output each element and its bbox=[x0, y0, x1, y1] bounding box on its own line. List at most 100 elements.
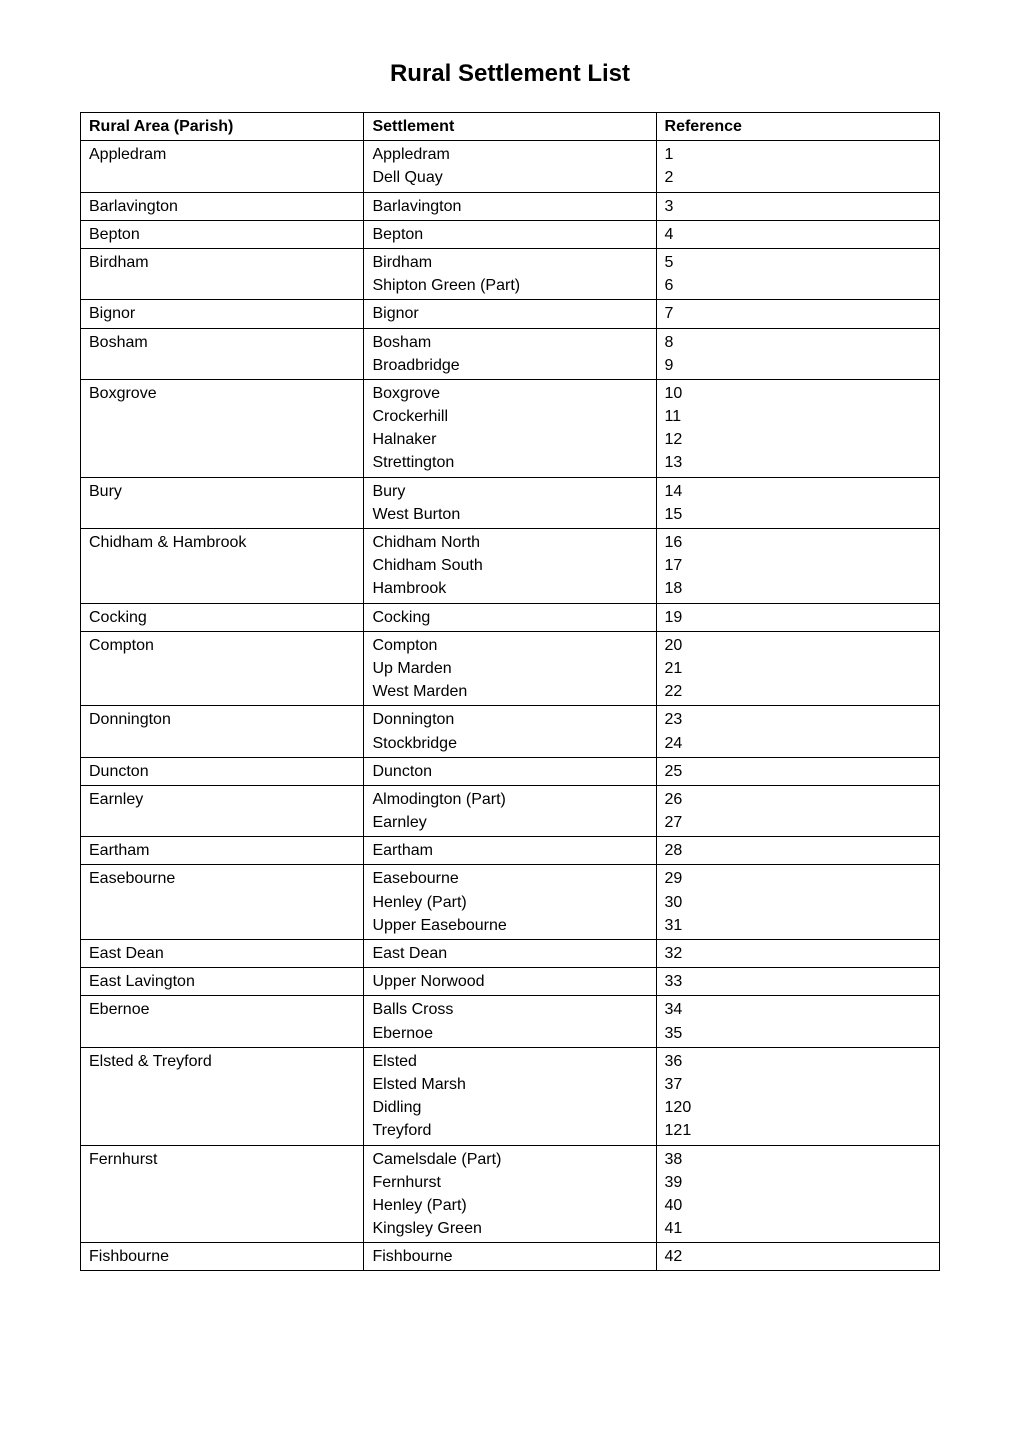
cell-settlement: Fishbourne bbox=[364, 1243, 656, 1271]
cell-settlement: ElstedElsted MarshDidlingTreyford bbox=[364, 1047, 656, 1145]
settlement-name: Fernhurst bbox=[372, 1171, 647, 1194]
cell-reference: 28 bbox=[656, 837, 939, 865]
cell-settlement: DonningtonStockbridge bbox=[364, 706, 656, 757]
cell-settlement: BuryWest Burton bbox=[364, 477, 656, 528]
settlement-ref: 17 bbox=[665, 554, 931, 577]
settlement-name: Didling bbox=[372, 1096, 647, 1119]
cell-parish: Birdham bbox=[81, 248, 364, 299]
cell-parish: Barlavington bbox=[81, 192, 364, 220]
table-row: ComptonComptonUp MardenWest Marden 202122 bbox=[81, 631, 940, 706]
settlement-name: Almodington (Part) bbox=[372, 788, 647, 811]
settlement-name: Chidham North bbox=[372, 531, 647, 554]
settlement-ref: 39 bbox=[665, 1171, 931, 1194]
settlement-ref: 11 bbox=[665, 405, 931, 428]
settlement-name: Bosham bbox=[372, 331, 647, 354]
settlement-name: Henley (Part) bbox=[372, 891, 647, 914]
table-row: East Lavington Upper Norwood 33 bbox=[81, 968, 940, 996]
settlement-name: Balls Cross bbox=[372, 998, 647, 1021]
settlement-ref: 4 bbox=[665, 223, 931, 246]
cell-reference: 10111213 bbox=[656, 379, 939, 477]
cell-parish: Ebernoe bbox=[81, 996, 364, 1047]
settlement-name: Duncton bbox=[372, 760, 647, 783]
settlement-name: Upper Easebourne bbox=[372, 914, 647, 937]
settlement-name: Strettington bbox=[372, 451, 647, 474]
cell-settlement: Upper Norwood bbox=[364, 968, 656, 996]
settlement-ref: 37 bbox=[665, 1073, 931, 1096]
cell-reference: 161718 bbox=[656, 529, 939, 604]
settlement-ref: 19 bbox=[665, 606, 931, 629]
settlement-name: Hambrook bbox=[372, 577, 647, 600]
cell-parish: Bignor bbox=[81, 300, 364, 328]
settlement-ref: 6 bbox=[665, 274, 931, 297]
settlement-name: Treyford bbox=[372, 1119, 647, 1142]
page-title: Rural Settlement List bbox=[80, 60, 940, 88]
settlement-ref: 42 bbox=[665, 1245, 931, 1268]
cell-settlement: Camelsdale (Part)FernhurstHenley (Part)K… bbox=[364, 1145, 656, 1243]
settlement-name: Dell Quay bbox=[372, 166, 647, 189]
table-row: BignorBignor7 bbox=[81, 300, 940, 328]
cell-settlement: Barlavington bbox=[364, 192, 656, 220]
cell-settlement: Cocking bbox=[364, 603, 656, 631]
table-row: Elsted & TreyfordElstedElsted MarshDidli… bbox=[81, 1047, 940, 1145]
cell-parish: Duncton bbox=[81, 757, 364, 785]
settlement-ref: 32 bbox=[665, 942, 931, 965]
cell-parish: Appledram bbox=[81, 141, 364, 192]
cell-reference: 1415 bbox=[656, 477, 939, 528]
table-row: BirdhamBirdhamShipton Green (Part)56 bbox=[81, 248, 940, 299]
col-header-parish: Rural Area (Parish) bbox=[81, 113, 364, 141]
settlement-name: Donnington bbox=[372, 708, 647, 731]
cell-settlement: BoxgroveCrockerhillHalnakerStrettington bbox=[364, 379, 656, 477]
cell-parish: Boxgrove bbox=[81, 379, 364, 477]
settlement-ref: 3 bbox=[665, 195, 931, 218]
settlement-table: Rural Area (Parish) Settlement Reference… bbox=[80, 112, 940, 1271]
cell-reference: 19 bbox=[656, 603, 939, 631]
settlement-name: East Dean bbox=[372, 942, 647, 965]
cell-settlement: EasebourneHenley (Part)Upper Easebourne bbox=[364, 865, 656, 940]
cell-settlement: East Dean bbox=[364, 940, 656, 968]
settlement-ref: 23 bbox=[665, 708, 931, 731]
settlement-ref: 21 bbox=[665, 657, 931, 680]
settlement-ref: 121 bbox=[665, 1119, 931, 1142]
table-row: FernhurstCamelsdale (Part)FernhurstHenle… bbox=[81, 1145, 940, 1243]
settlement-name: Elsted Marsh bbox=[372, 1073, 647, 1096]
settlement-ref: 2 bbox=[665, 166, 931, 189]
table-row: EbernoeBalls CrossEbernoe3435 bbox=[81, 996, 940, 1047]
cell-settlement: BirdhamShipton Green (Part) bbox=[364, 248, 656, 299]
cell-settlement: ComptonUp MardenWest Marden bbox=[364, 631, 656, 706]
settlement-ref: 20 bbox=[665, 634, 931, 657]
settlement-name: Elsted bbox=[372, 1050, 647, 1073]
settlement-name: Upper Norwood bbox=[372, 970, 647, 993]
cell-settlement: Balls CrossEbernoe bbox=[364, 996, 656, 1047]
settlement-name: Broadbridge bbox=[372, 354, 647, 377]
settlement-ref: 30 bbox=[665, 891, 931, 914]
cell-parish: Chidham & Hambrook bbox=[81, 529, 364, 604]
settlement-ref: 22 bbox=[665, 680, 931, 703]
col-header-settlement: Settlement bbox=[364, 113, 656, 141]
cell-parish: East Lavington bbox=[81, 968, 364, 996]
cell-parish: Cocking bbox=[81, 603, 364, 631]
settlement-name: West Burton bbox=[372, 503, 647, 526]
cell-settlement: Bepton bbox=[364, 220, 656, 248]
settlement-name: Bury bbox=[372, 480, 647, 503]
cell-parish: Bosham bbox=[81, 328, 364, 379]
settlement-name: Compton bbox=[372, 634, 647, 657]
settlement-ref: 14 bbox=[665, 480, 931, 503]
cell-parish: Bepton bbox=[81, 220, 364, 248]
settlement-ref: 13 bbox=[665, 451, 931, 474]
settlement-name: Boxgrove bbox=[372, 382, 647, 405]
cell-reference: 293031 bbox=[656, 865, 939, 940]
settlement-name: Appledram bbox=[372, 143, 647, 166]
cell-settlement: Almodington (Part)Earnley bbox=[364, 785, 656, 836]
settlement-name: Ebernoe bbox=[372, 1022, 647, 1045]
cell-reference: 3637120121 bbox=[656, 1047, 939, 1145]
cell-settlement: Bignor bbox=[364, 300, 656, 328]
settlement-ref: 25 bbox=[665, 760, 931, 783]
cell-parish: Bury bbox=[81, 477, 364, 528]
cell-parish: Donnington bbox=[81, 706, 364, 757]
settlement-ref: 33 bbox=[665, 970, 931, 993]
settlement-ref: 40 bbox=[665, 1194, 931, 1217]
cell-reference: 7 bbox=[656, 300, 939, 328]
cell-reference: 3 bbox=[656, 192, 939, 220]
settlement-ref: 34 bbox=[665, 998, 931, 1021]
cell-reference: 32 bbox=[656, 940, 939, 968]
